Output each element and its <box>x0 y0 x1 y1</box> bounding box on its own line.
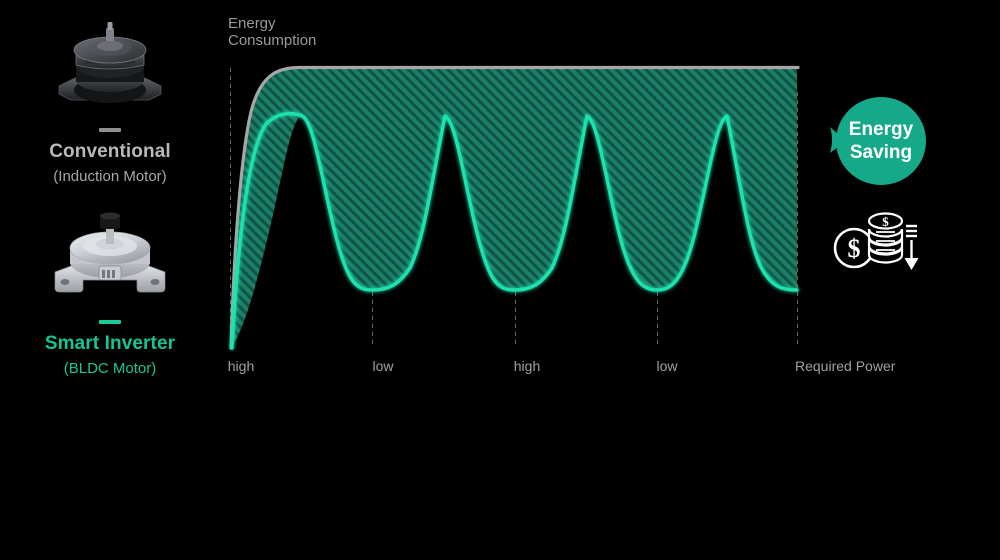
y-axis-label: Energy Consumption <box>228 15 317 49</box>
legend-subtitle-conventional: (Induction Motor) <box>53 168 167 185</box>
smart-inverter-curve <box>230 111 799 350</box>
conventional-curve <box>229 65 800 350</box>
legend-title-smart-inverter: Smart Inverter <box>44 333 176 354</box>
svg-text:$: $ <box>882 214 889 229</box>
induction-motor-image <box>45 18 175 118</box>
energy-saving-bubble: Energy Saving <box>828 97 926 185</box>
legend-item-smart-inverter: Smart Inverter (BLDC Motor) <box>0 210 220 380</box>
x-tick-label-2: high <box>513 358 541 374</box>
bldc-motor-image <box>45 210 175 310</box>
energy-saving-label: Energy Saving <box>848 119 914 163</box>
x-tick-label-3: low <box>656 358 678 374</box>
x-tick-label-0: high <box>227 358 255 374</box>
legend-dash-conventional <box>99 128 121 132</box>
energy-saving-fill-area <box>231 68 797 348</box>
svg-text:$: $ <box>848 234 861 263</box>
speech-bubble-shape <box>830 97 926 185</box>
x-tick-label-1: low <box>372 358 394 374</box>
legend-subtitle-smart-inverter: (BLDC Motor) <box>63 360 157 377</box>
chart-svg <box>229 65 800 350</box>
energy-consumption-chart: Energy Consumption <box>227 15 896 374</box>
x-tick-label-4: Required Power <box>795 358 896 374</box>
legend-panel: Conventional (Induction Motor) <box>0 0 220 420</box>
coins-down-arrow-icon: $ $ <box>832 200 924 276</box>
legend-title-conventional: Conventional <box>49 141 171 162</box>
legend-item-conventional: Conventional (Induction Motor) <box>0 18 220 188</box>
legend-dash-smart-inverter <box>99 320 121 324</box>
